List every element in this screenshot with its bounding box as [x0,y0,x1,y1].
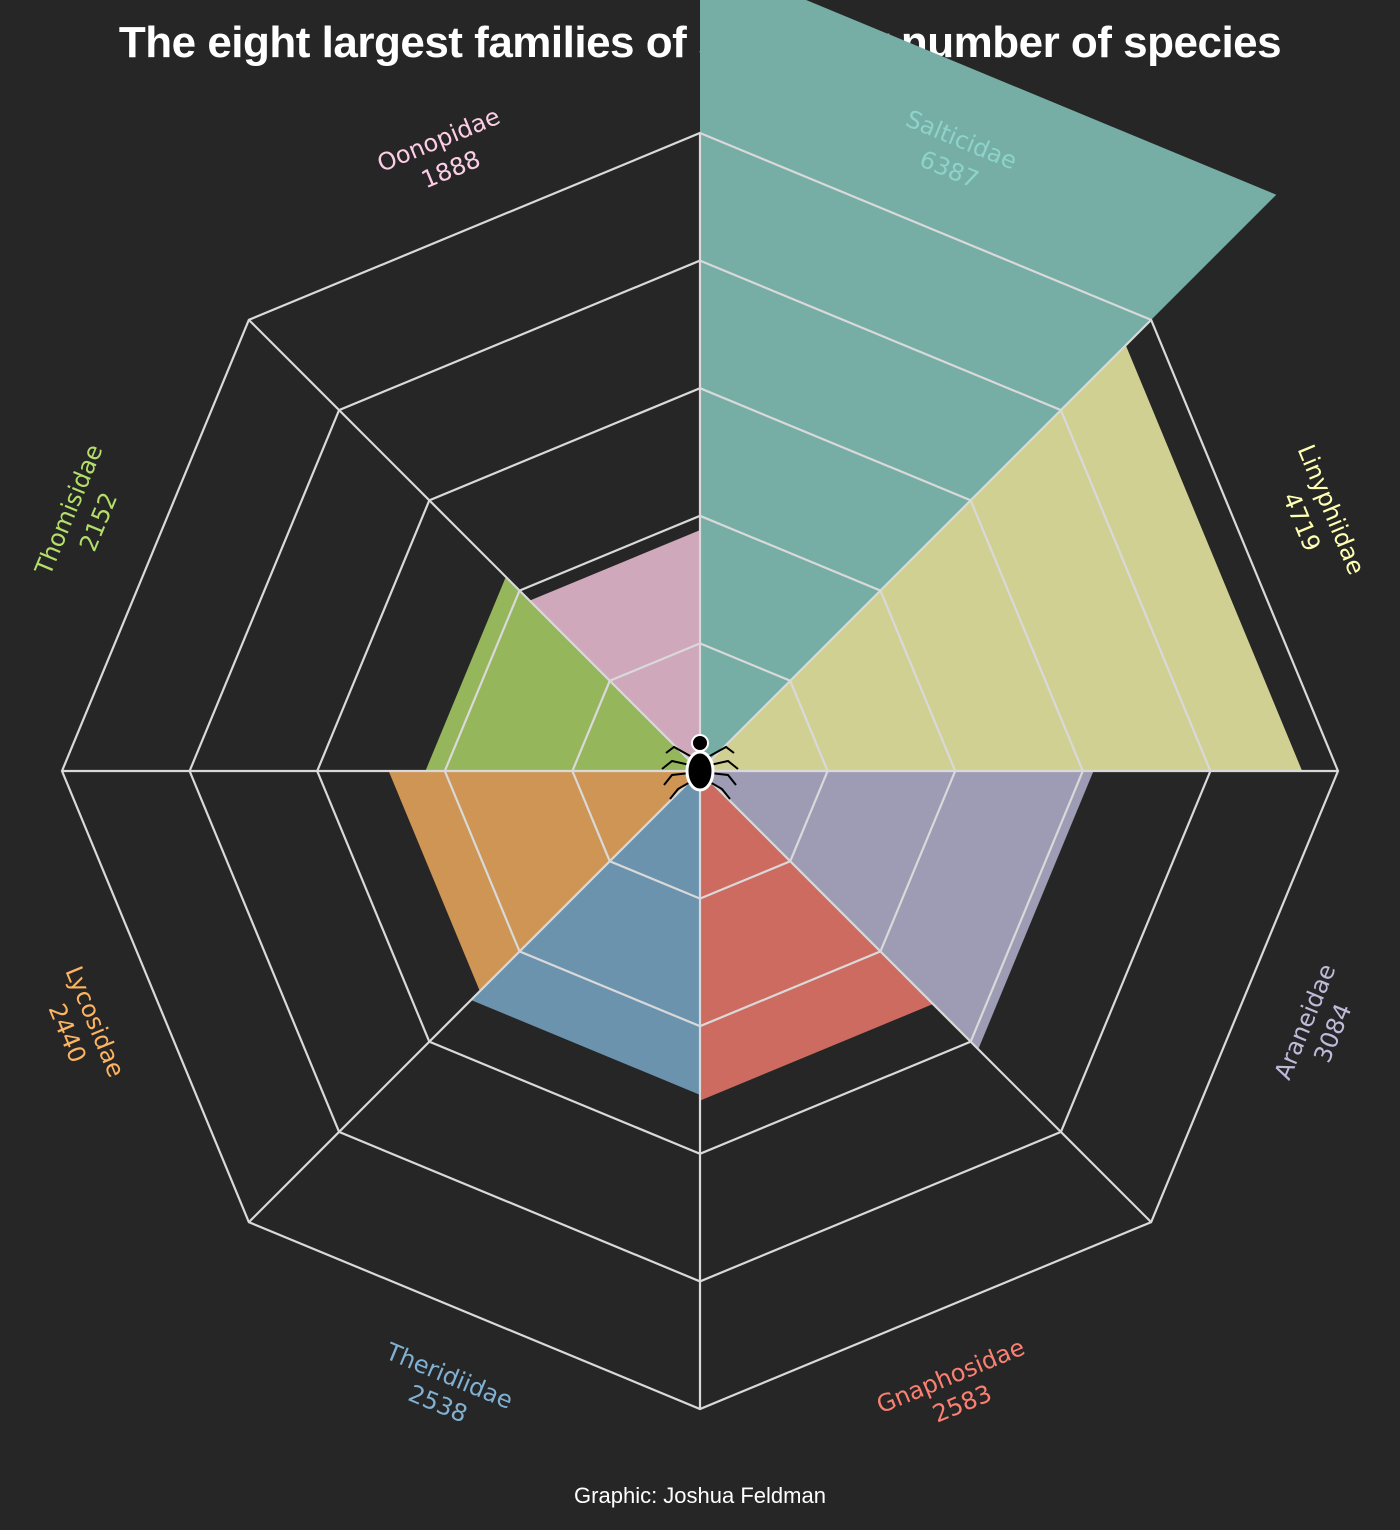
spider-leg-left-2 [661,759,691,770]
credit-line: Graphic: Joshua Feldman [574,1483,826,1508]
spider-head [691,734,709,752]
spider-body [685,750,715,792]
spider-leg-left-4 [669,780,693,800]
spider-icon [661,734,739,800]
web-spoke-2 [699,319,1152,772]
wedge-linyphiidae [700,345,1303,771]
spider-leg-right-2 [709,759,739,770]
spider-leg-left-1 [665,745,693,758]
spider-leg-right-1 [707,745,735,758]
web-grid [60,131,1340,1411]
wedge-layer [388,0,1303,1101]
web-spoke-4 [699,770,1152,1223]
spider-leg-right-4 [707,780,731,800]
web-spoke-6 [248,770,701,1223]
wedge-oonopidae [529,530,700,771]
wedge-thomisidae [425,576,700,771]
web-spoke-8 [248,319,701,772]
wedge-theridiidae [471,771,700,1095]
wedge-gnaphosidae [700,771,934,1101]
spider-leg-left-3 [663,772,691,786]
spider-leg-right-3 [709,772,737,786]
